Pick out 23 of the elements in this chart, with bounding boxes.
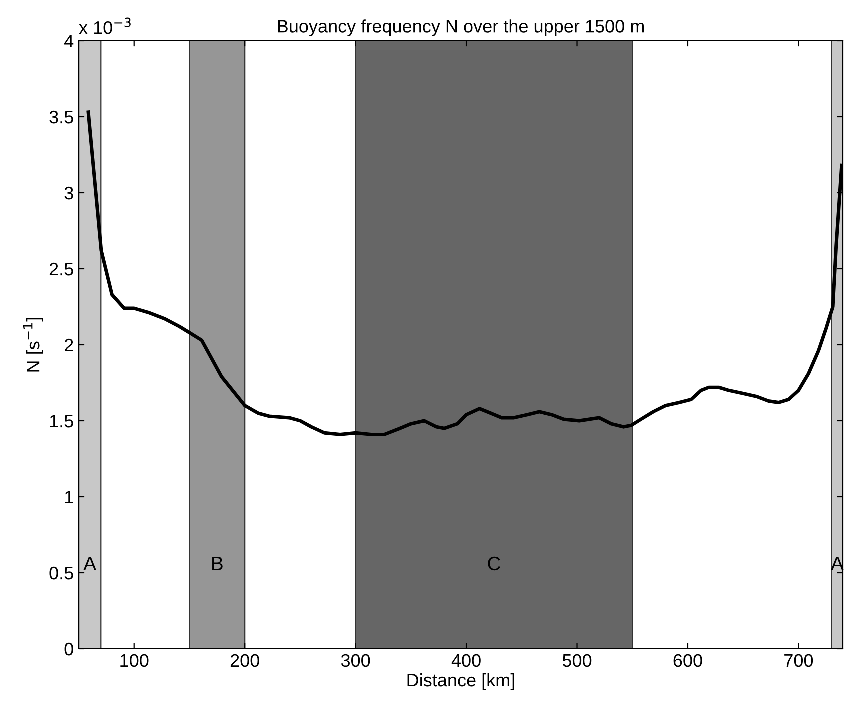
x-tick-label: 600 xyxy=(674,654,702,668)
band-label: A xyxy=(84,557,97,570)
chart-title: Buoyancy frequency N over the upper 1500 m xyxy=(278,20,644,36)
y-tick-label: 3.5 xyxy=(50,110,74,124)
x-tick-label: 200 xyxy=(230,654,260,668)
band-label: C xyxy=(488,556,500,571)
text: x 10$^{−3}$ xyxy=(79,18,131,34)
x-tick-label: 400 xyxy=(452,654,481,668)
y-tick-label: 2 xyxy=(65,338,74,352)
y-tick-label: 0 xyxy=(64,642,74,656)
x-tick-label: 700 xyxy=(784,654,814,668)
x-tick-label: 300 xyxy=(341,654,370,668)
y-tick-label: 1.5 xyxy=(50,415,74,428)
x-tick-label: 500 xyxy=(562,654,592,668)
y-tick-label: 3 xyxy=(64,186,74,200)
x-axis-title: Distance [km] xyxy=(408,673,514,690)
y-axis-title: N [s$^{−1}$] xyxy=(23,318,44,372)
x-tick-label: 100 xyxy=(120,654,149,668)
y-tick-label: 4 xyxy=(64,35,74,48)
y-tick-label: 2.5 xyxy=(50,262,74,276)
y-tick-label: 0.5 xyxy=(50,566,74,580)
band-label: B xyxy=(212,557,223,570)
y-tick-label: 1 xyxy=(65,491,74,504)
